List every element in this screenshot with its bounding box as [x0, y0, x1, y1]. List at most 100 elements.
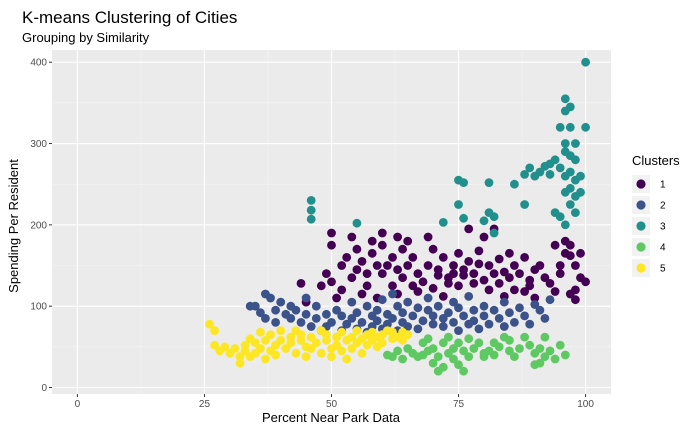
legend-key-4	[636, 242, 646, 252]
data-point	[469, 269, 479, 278]
data-point	[520, 200, 529, 209]
data-point	[565, 122, 575, 132]
data-point	[281, 344, 291, 353]
data-point	[250, 301, 260, 311]
data-point	[520, 287, 529, 296]
data-point	[540, 314, 550, 323]
data-point	[464, 334, 474, 344]
data-point	[342, 253, 352, 262]
data-point	[469, 344, 479, 353]
data-point	[479, 301, 489, 311]
data-point	[367, 248, 377, 258]
data-point	[372, 261, 382, 270]
data-point	[362, 269, 372, 278]
data-point	[571, 139, 580, 148]
data-point	[256, 308, 265, 318]
series-3	[306, 57, 590, 238]
data-point	[301, 309, 311, 319]
data-point	[347, 332, 357, 342]
data-point	[555, 269, 565, 278]
data-point	[505, 273, 514, 283]
data-point	[494, 279, 504, 288]
data-point	[413, 324, 423, 334]
data-point	[408, 253, 418, 262]
data-point	[377, 295, 387, 305]
data-point	[510, 318, 519, 327]
data-point	[388, 253, 397, 262]
data-point	[306, 332, 316, 342]
data-point	[454, 338, 463, 348]
data-point	[428, 283, 438, 293]
data-point	[454, 303, 463, 313]
data-point	[571, 295, 580, 305]
legend-title: Clusters	[632, 153, 680, 168]
data-point	[555, 261, 565, 270]
data-point	[515, 344, 524, 353]
data-point	[571, 155, 580, 165]
data-point	[362, 281, 372, 291]
x-axis: 0 25 50 75 100	[75, 394, 594, 410]
data-point	[418, 316, 428, 326]
data-point	[540, 273, 550, 283]
data-point	[449, 261, 458, 270]
data-point	[454, 200, 463, 209]
data-point	[438, 253, 448, 262]
data-point	[428, 311, 438, 321]
data-point	[515, 303, 524, 313]
data-point	[489, 228, 499, 238]
legend-label-2: 2	[660, 201, 666, 212]
data-point	[576, 171, 585, 181]
data-point	[550, 155, 560, 165]
grid-major	[52, 50, 611, 394]
data-point	[545, 170, 555, 179]
data-point	[418, 277, 428, 287]
y-tick-label: 100	[30, 302, 47, 313]
data-point	[581, 122, 590, 132]
data-point	[352, 308, 362, 318]
data-point	[352, 218, 362, 228]
data-point	[423, 305, 433, 315]
data-point	[332, 293, 341, 303]
data-point	[449, 269, 458, 278]
data-point	[484, 178, 494, 188]
data-point	[438, 362, 448, 372]
data-point	[327, 318, 336, 327]
y-tick-label: 300	[30, 139, 47, 150]
data-point	[515, 269, 524, 278]
data-point	[230, 344, 240, 353]
data-point	[459, 311, 468, 321]
data-point	[337, 261, 347, 270]
data-point	[520, 332, 529, 342]
data-point	[444, 332, 453, 342]
x-tick-label: 50	[326, 399, 338, 410]
data-point	[464, 292, 474, 301]
data-point	[276, 326, 286, 335]
data-point	[535, 261, 545, 270]
data-point	[266, 330, 275, 339]
data-point	[388, 314, 397, 323]
data-point	[276, 297, 286, 307]
data-point	[459, 213, 468, 223]
data-point	[342, 319, 352, 329]
data-point	[296, 279, 306, 288]
data-point	[291, 348, 301, 358]
legend-items: 1 2 3 4 5	[632, 175, 666, 277]
legend-label-5: 5	[660, 264, 666, 275]
x-tick-label: 0	[75, 399, 81, 410]
data-point	[449, 344, 458, 353]
data-point	[271, 318, 280, 327]
data-point	[311, 338, 321, 348]
data-point	[510, 261, 519, 270]
data-point	[428, 244, 438, 254]
data-point	[535, 167, 545, 177]
data-point	[261, 335, 270, 345]
data-point	[428, 319, 438, 329]
data-point	[261, 354, 270, 364]
data-point	[479, 275, 489, 285]
data-point	[464, 352, 474, 361]
data-point	[276, 335, 286, 345]
data-point	[342, 354, 352, 364]
data-point	[398, 335, 407, 345]
data-point	[413, 287, 423, 296]
